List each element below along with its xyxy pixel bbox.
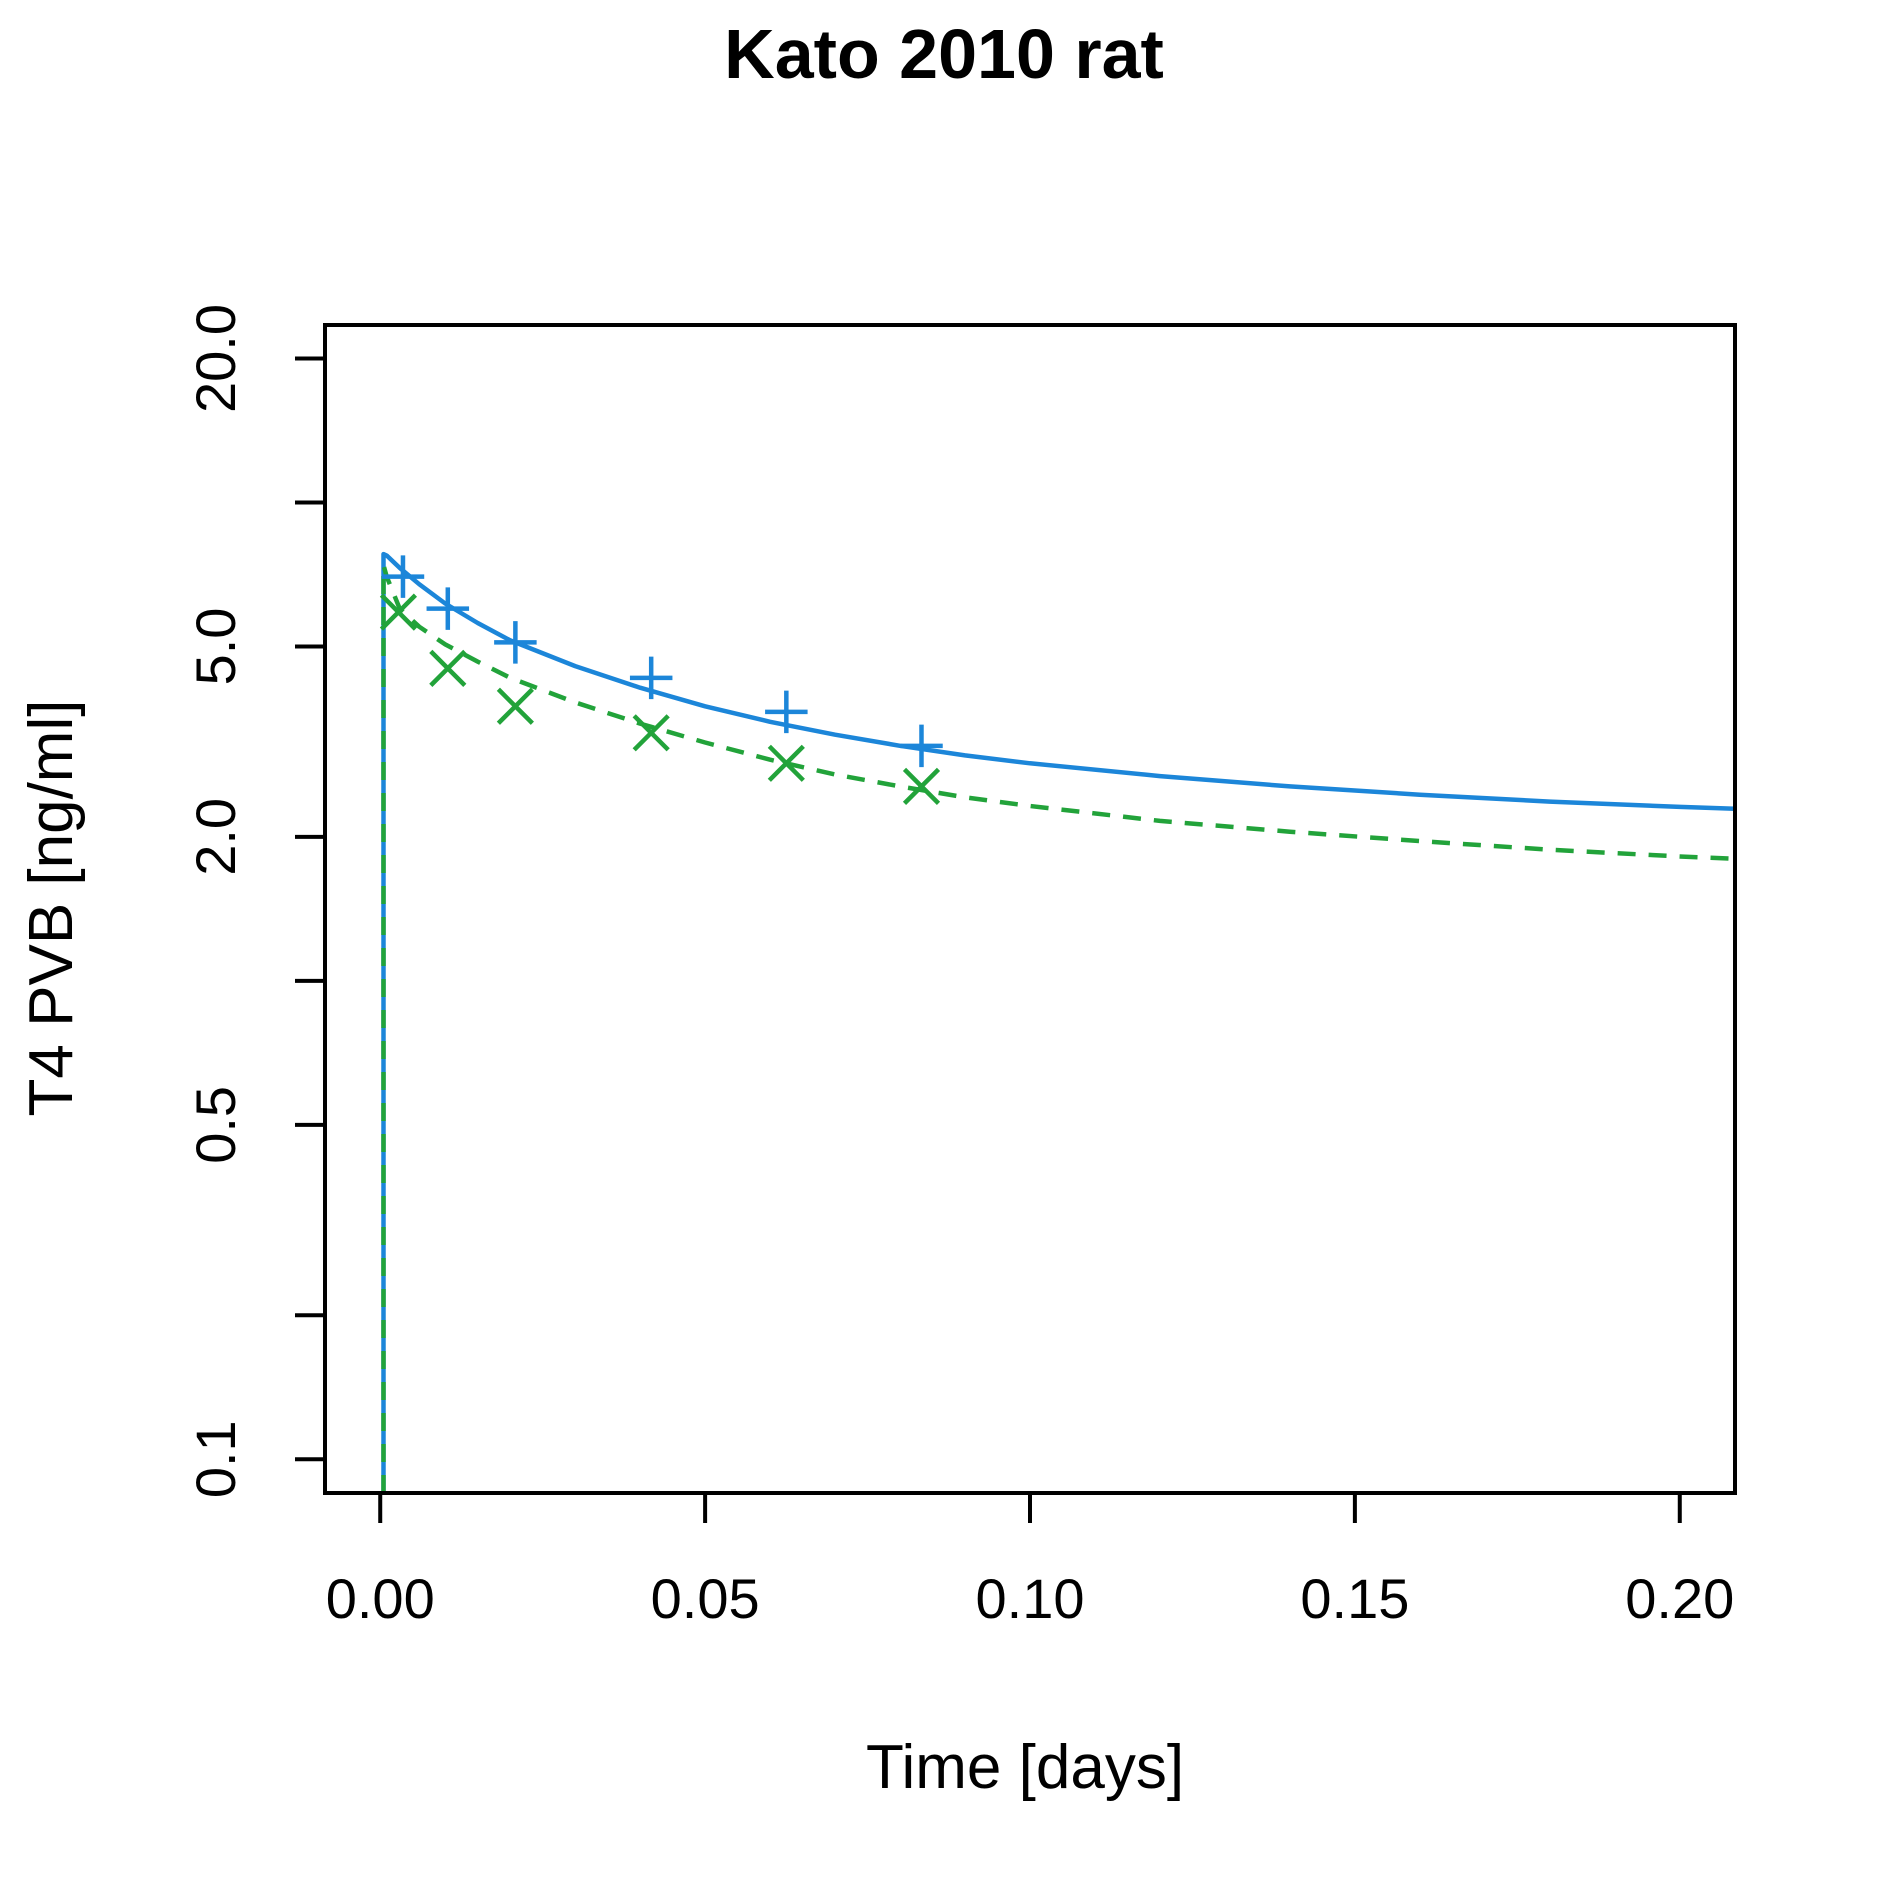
cross-data-point	[429, 649, 467, 687]
x-tick-label: 0.20	[1625, 1567, 1734, 1630]
x-axis-label: Time [days]	[866, 1733, 1184, 1802]
plus-data-point	[494, 621, 537, 664]
y-tick-label: 2.0	[184, 798, 247, 876]
plus-data-point	[381, 555, 425, 598]
plus-data-point	[900, 724, 943, 768]
cross-data-point	[632, 714, 670, 752]
y-tick-label: 5.0	[184, 608, 247, 686]
cross-data-point	[902, 767, 941, 805]
solid-series-line	[381, 551, 1735, 1493]
cross-data-point	[496, 687, 534, 725]
data-layer	[379, 551, 1735, 1493]
axes: 0.00 0.05 0.10 0.15 0.20 0.1 0.5 2.0 5.0 20.0	[184, 304, 1737, 1630]
cross-data-point	[767, 744, 805, 782]
cross-data-point	[379, 593, 418, 631]
y-tick-label: 20.0	[184, 304, 247, 413]
x-tick-label: 0.10	[976, 1567, 1085, 1630]
plus-data-point	[765, 690, 808, 734]
x-tick-label: 0.15	[1300, 1567, 1409, 1630]
plus-data-point	[629, 656, 673, 700]
plot-border	[323, 323, 1737, 1495]
x-tick-label: 0.00	[326, 1567, 435, 1630]
plot-area	[379, 551, 1735, 1493]
plus-data-point	[426, 587, 470, 630]
y-tick-label: 0.5	[184, 1086, 247, 1164]
chart-title: Kato 2010 rat	[724, 15, 1164, 93]
dashed-series-line	[381, 562, 1735, 1493]
y-tick-label: 0.1	[184, 1420, 247, 1498]
y-axis-label: T4 PVB [ng/ml]	[17, 700, 86, 1117]
x-tick-label: 0.05	[651, 1567, 760, 1630]
